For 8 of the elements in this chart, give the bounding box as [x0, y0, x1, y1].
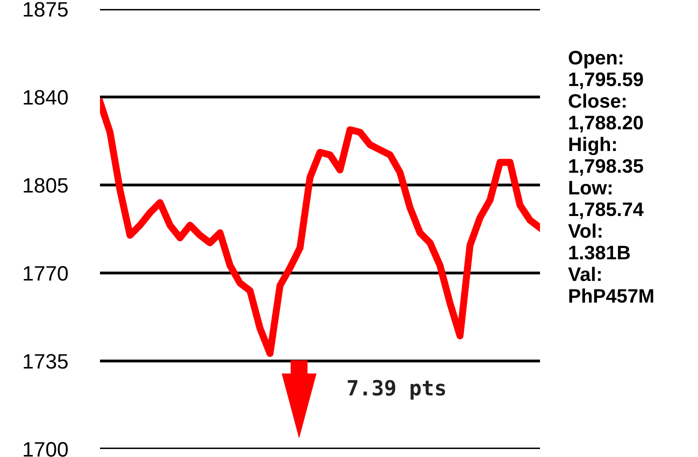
- y-tick-label: 1770: [24, 266, 68, 281]
- y-tick-label: 1875: [24, 2, 68, 17]
- annotation: 7.39 pts: [348, 380, 446, 400]
- y-tick-label: 1735: [24, 354, 68, 369]
- text: Open: 1,795.59 Close: 1,788.20 High: 1,798.35 Low: 1,785.74 Vol: 1.381B Val: PhP457M: [568, 50, 654, 303]
- y-tick-label: 1700: [24, 442, 68, 457]
- y-tick-label: 1805: [24, 178, 68, 193]
- y-tick-label: 1840: [24, 90, 68, 105]
